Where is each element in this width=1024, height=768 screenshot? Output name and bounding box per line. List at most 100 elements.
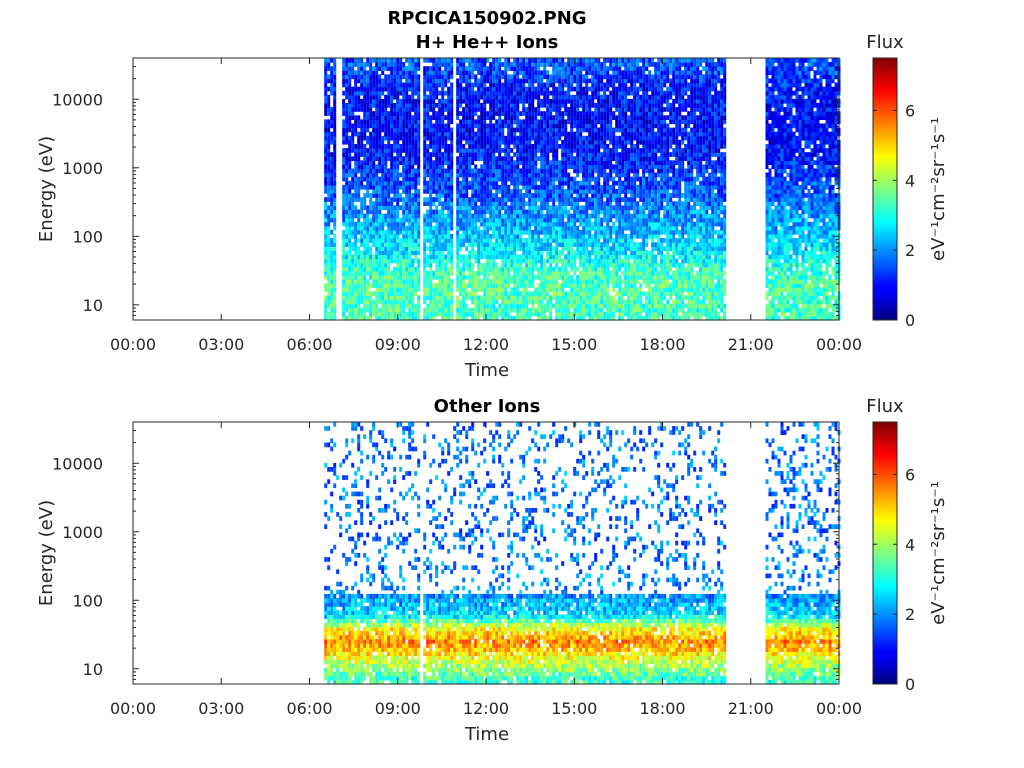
heatmap-cell — [543, 189, 546, 194]
heatmap-cell — [348, 156, 351, 161]
heatmap-cell — [552, 193, 555, 198]
heatmap-cell — [354, 119, 357, 124]
heatmap-cell — [384, 283, 387, 288]
heatmap-cell — [393, 87, 396, 92]
heatmap-cell — [465, 70, 468, 75]
heatmap-cell — [429, 201, 432, 206]
heatmap-cell — [396, 295, 399, 300]
heatmap-cell — [360, 226, 363, 231]
heatmap-cell — [363, 255, 366, 260]
heatmap-cell — [522, 218, 525, 223]
heatmap-cell — [387, 230, 390, 235]
heatmap-cell — [366, 95, 369, 100]
heatmap-cell — [366, 242, 369, 247]
heatmap-cell — [546, 255, 549, 260]
heatmap-cell — [540, 263, 543, 268]
heatmap-cell — [444, 156, 447, 161]
heatmap-cell — [441, 58, 444, 63]
heatmap-cell — [435, 222, 438, 227]
heatmap-cell — [546, 164, 549, 169]
heatmap-cell — [435, 87, 438, 92]
heatmap-cell — [504, 205, 507, 210]
heatmap-cell — [402, 132, 405, 137]
heatmap-cell — [516, 115, 519, 120]
heatmap-cell — [429, 132, 432, 137]
heatmap-cell — [417, 91, 420, 96]
heatmap-cell — [528, 263, 531, 268]
heatmap-cell — [534, 263, 537, 268]
heatmap-cell — [372, 115, 375, 120]
heatmap-cell — [360, 140, 363, 145]
heatmap-cell — [402, 181, 405, 186]
heatmap-cell — [519, 304, 522, 309]
heatmap-cell — [552, 238, 555, 243]
heatmap-cell — [540, 83, 543, 88]
heatmap-cell — [327, 222, 330, 227]
heatmap-cell — [513, 128, 516, 133]
heatmap-cell — [393, 275, 396, 280]
heatmap-cell — [513, 136, 516, 141]
heatmap-cell — [585, 263, 588, 268]
heatmap-cell — [441, 91, 444, 96]
heatmap-cell — [396, 169, 399, 174]
heatmap-cell — [480, 103, 483, 108]
heatmap-cell — [327, 132, 330, 137]
heatmap-cell — [534, 246, 537, 251]
heatmap-cell — [465, 136, 468, 141]
heatmap-cell — [558, 83, 561, 88]
heatmap-cell — [375, 308, 378, 313]
heatmap-cell — [483, 295, 486, 300]
heatmap-cell — [510, 62, 513, 67]
heatmap-cell — [471, 226, 474, 231]
heatmap-cell — [360, 222, 363, 227]
heatmap-cell — [474, 140, 477, 145]
heatmap-cell — [405, 275, 408, 280]
heatmap-cell — [330, 259, 333, 264]
heatmap-cell — [348, 136, 351, 141]
heatmap-cell — [543, 177, 546, 182]
heatmap-cell — [489, 70, 492, 75]
heatmap-cell — [561, 210, 564, 215]
heatmap-cell — [507, 95, 510, 100]
heatmap-cell — [381, 222, 384, 227]
heatmap-cell — [570, 152, 573, 157]
heatmap-cell — [360, 201, 363, 206]
heatmap-cell — [513, 152, 516, 157]
heatmap-cell — [423, 189, 426, 194]
heatmap-cell — [543, 87, 546, 92]
heatmap-cell — [354, 58, 357, 63]
heatmap-cell — [327, 95, 330, 100]
heatmap-cell — [444, 242, 447, 247]
heatmap-cell — [582, 136, 585, 141]
heatmap-cell — [426, 148, 429, 153]
heatmap-cell — [324, 62, 327, 67]
heatmap-cell — [354, 279, 357, 284]
heatmap-cell — [489, 193, 492, 198]
heatmap-cell — [489, 124, 492, 129]
heatmap-cell — [558, 169, 561, 174]
heatmap-cell — [390, 271, 393, 276]
heatmap-cell — [330, 210, 333, 215]
heatmap-cell — [342, 164, 345, 169]
heatmap-cell — [408, 177, 411, 182]
heatmap-cell — [540, 295, 543, 300]
heatmap-cell — [576, 205, 579, 210]
heatmap-cell — [447, 222, 450, 227]
heatmap-cell — [507, 255, 510, 260]
heatmap-cell — [450, 193, 453, 198]
heatmap-cell — [435, 66, 438, 71]
heatmap-cell — [483, 99, 486, 104]
heatmap-cell — [393, 267, 396, 272]
heatmap-cell — [567, 255, 570, 260]
heatmap-cell — [507, 242, 510, 247]
heatmap-cell — [354, 205, 357, 210]
heatmap-cell — [399, 152, 402, 157]
heatmap-cell — [378, 295, 381, 300]
heatmap-cell — [483, 152, 486, 157]
heatmap-cell — [354, 263, 357, 268]
heatmap-cell — [555, 160, 558, 165]
heatmap-cell — [435, 304, 438, 309]
heatmap-cell — [363, 287, 366, 292]
heatmap-cell — [438, 111, 441, 116]
heatmap-cell — [396, 136, 399, 141]
